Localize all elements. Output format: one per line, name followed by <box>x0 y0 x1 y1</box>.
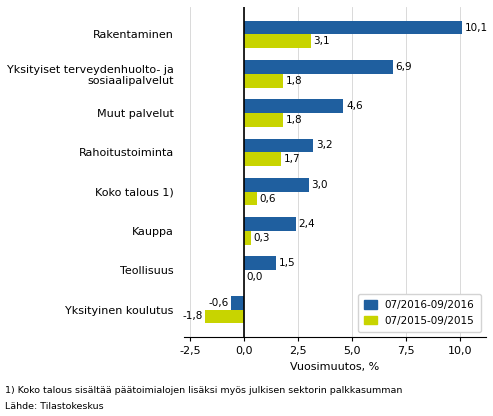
Text: 1,5: 1,5 <box>279 258 296 268</box>
Text: -0,6: -0,6 <box>208 298 228 308</box>
Text: 0,0: 0,0 <box>246 272 263 282</box>
Text: 6,9: 6,9 <box>396 62 412 72</box>
Text: 4,6: 4,6 <box>346 101 363 111</box>
Text: 0,3: 0,3 <box>253 233 270 243</box>
Bar <box>244 99 344 113</box>
Text: 3,2: 3,2 <box>316 141 332 151</box>
Bar <box>244 257 277 270</box>
Text: 0,6: 0,6 <box>260 193 276 203</box>
Bar <box>244 192 257 206</box>
Bar <box>231 296 244 310</box>
Text: 2,4: 2,4 <box>298 219 315 229</box>
Bar <box>244 35 311 48</box>
Bar <box>244 113 283 127</box>
Bar <box>244 217 296 231</box>
Text: 3,0: 3,0 <box>312 180 328 190</box>
Text: 3,1: 3,1 <box>314 36 330 46</box>
Text: Lähde: Tilastokeskus: Lähde: Tilastokeskus <box>5 401 104 411</box>
Bar <box>244 231 250 245</box>
Text: 1,8: 1,8 <box>285 115 302 125</box>
Text: 1,8: 1,8 <box>285 76 302 86</box>
Bar <box>244 139 313 152</box>
Text: 10,1: 10,1 <box>465 22 488 32</box>
Text: 1,7: 1,7 <box>283 154 300 164</box>
Legend: 07/2016-09/2016, 07/2015-09/2015: 07/2016-09/2016, 07/2015-09/2015 <box>358 294 481 332</box>
Text: 1) Koko talous sisältää päätoimialojen lisäksi myös julkisen sektorin palkkasumm: 1) Koko talous sisältää päätoimialojen l… <box>5 386 402 395</box>
X-axis label: Vuosimuutos, %: Vuosimuutos, % <box>290 362 380 371</box>
Bar <box>244 152 281 166</box>
Bar <box>244 74 283 87</box>
Bar <box>244 178 309 192</box>
Text: -1,8: -1,8 <box>182 312 203 322</box>
Bar <box>205 310 244 323</box>
Bar <box>244 60 393 74</box>
Bar <box>244 21 462 35</box>
